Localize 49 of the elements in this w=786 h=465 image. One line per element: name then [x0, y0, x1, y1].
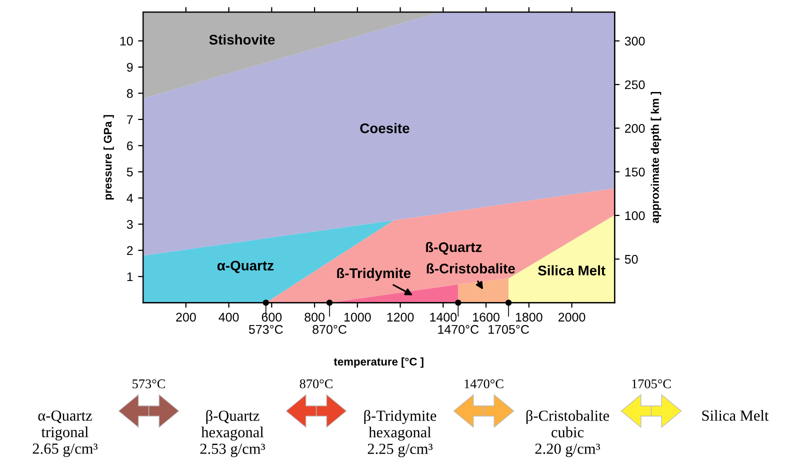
y-tick-label: 2 [127, 246, 133, 255]
x-tick-label: 400 [218, 312, 239, 322]
y-tick-label: 6 [127, 141, 133, 150]
x-tick-label: 1800 [516, 312, 542, 322]
y-tick-label: 3 [126, 220, 133, 229]
y-tick-label: 4 [126, 194, 133, 203]
y-tick-label: 8 [126, 89, 133, 98]
y-tick-label: 10 [120, 36, 133, 46]
x-axis-title: temperature [°C ] [334, 357, 424, 368]
x-tick-label: 200 [176, 312, 196, 322]
y-tick-label: 5 [126, 168, 133, 176]
y-tick-label: 1 [127, 272, 133, 282]
series-label: ß-Tridymite [337, 268, 411, 281]
y2-tick-label: 50 [624, 254, 638, 264]
text: β-Cristobalite cubic 2.20 g/cm³ [526, 410, 610, 458]
x-tick-label: 1600 [473, 312, 500, 322]
annotation: 573°C [248, 324, 283, 334]
text: α-Quartz trigonal 2.65 g/cm³ [32, 410, 98, 457]
y2-tick-label: 250 [625, 80, 645, 90]
x-tick-label: 600 [262, 312, 282, 322]
y-tick-label: 7 [127, 115, 133, 124]
x-tick-label: 2000 [558, 312, 586, 322]
x-tick-label: 1400 [430, 312, 457, 322]
text: Silica Melt [702, 410, 769, 421]
series-label: α-Quartz [217, 260, 274, 274]
text: β-Quartz hexagonal 2.53 g/cm³ [200, 410, 266, 458]
text: 870°C [300, 379, 332, 388]
series-label: ß-Quartz [426, 242, 482, 255]
series-label: Stishovite [209, 34, 275, 45]
text: 573°C [132, 379, 165, 388]
annotation: 870°C [312, 324, 347, 334]
y2-tick-label: 300 [624, 36, 645, 46]
y-axis-title: pressure [ GPa ] [104, 115, 114, 200]
series-label: ß-Cristobalite [426, 263, 515, 274]
y2-tick-label: 100 [625, 211, 645, 220]
annotation: 1470°C [438, 324, 479, 334]
y2-tick-label: 150 [625, 168, 645, 176]
series-label: Coesite [360, 123, 410, 134]
series-label: Silica Melt [538, 265, 606, 276]
x-tick-label: 1000 [344, 312, 371, 322]
y2-tick-label: 200 [625, 124, 645, 133]
x-tick-label: 800 [304, 312, 324, 322]
y-tick-label: 9 [126, 62, 133, 72]
text: β-Tridymite hexagonal 2.25 g/cm³ [364, 410, 436, 458]
text: 1470°C [464, 379, 504, 388]
x-tick-label: 1200 [387, 312, 414, 322]
text: 1705°C [632, 379, 671, 388]
annotation: 1705°C [488, 324, 529, 334]
y2-axis-title: approximate depth [ km ] [650, 92, 662, 224]
